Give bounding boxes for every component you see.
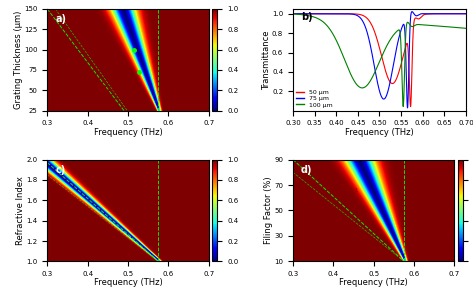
X-axis label: Frequency (THz): Frequency (THz) [94,279,162,287]
Text: b): b) [302,12,313,22]
Text: d): d) [301,165,313,175]
X-axis label: Frequency (THz): Frequency (THz) [339,279,408,287]
Legend: 50 μm, 75 μm, 100 μm: 50 μm, 75 μm, 100 μm [296,90,333,108]
Text: c): c) [55,165,66,175]
Y-axis label: Refractive Index: Refractive Index [16,176,25,245]
Y-axis label: Filing Factor (%): Filing Factor (%) [264,177,273,244]
X-axis label: Frequency (THz): Frequency (THz) [94,128,162,137]
Text: TE$_{0,1}$: TE$_{0,1}$ [339,183,360,195]
Text: TE$_{0,1}$: TE$_{0,1}$ [96,83,116,96]
Y-axis label: Transmittance: Transmittance [262,30,271,90]
Text: a): a) [55,14,66,24]
X-axis label: Frequency (THz): Frequency (THz) [345,128,414,137]
Y-axis label: Grating Thickness (μm): Grating Thickness (μm) [14,11,23,109]
